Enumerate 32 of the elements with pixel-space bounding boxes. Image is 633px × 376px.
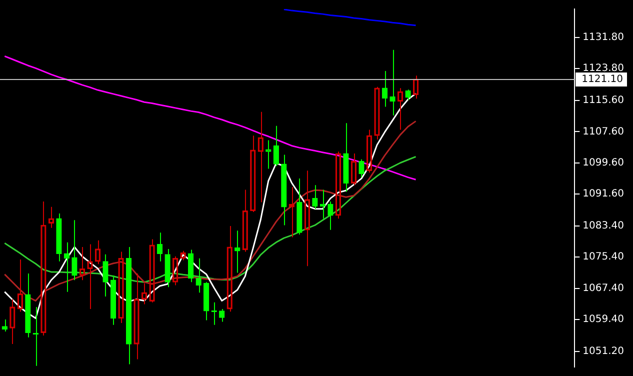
candlestick xyxy=(390,49,396,116)
candlestick xyxy=(56,213,62,262)
candlestick xyxy=(343,122,349,192)
y-tick-label: 1091.60 xyxy=(582,188,624,200)
candlestick xyxy=(72,220,78,281)
candlestick xyxy=(296,178,302,236)
candlestick xyxy=(196,258,202,294)
candlestick xyxy=(25,273,31,338)
y-tick-label: 1107.60 xyxy=(582,126,624,138)
y-tick-label: 1099.60 xyxy=(582,157,624,168)
ref-line-label: 1121.10 xyxy=(582,74,624,86)
candlestick xyxy=(281,154,287,226)
candlestick xyxy=(2,318,8,332)
candlestick xyxy=(358,158,364,178)
y-tick-label: 1059.40 xyxy=(582,314,624,326)
candlestick xyxy=(273,125,279,166)
candlestick xyxy=(188,249,194,283)
y-tick-label: 1123.80 xyxy=(582,63,624,74)
candlestick xyxy=(102,254,108,297)
y-tick-label: 1131.80 xyxy=(582,32,624,44)
y-tick-label: 1051.20 xyxy=(582,346,624,358)
candlestick xyxy=(110,274,116,326)
candlestick xyxy=(382,70,388,108)
candlestick xyxy=(204,282,210,321)
candlestick xyxy=(156,232,163,262)
y-tick-label: 1075.40 xyxy=(582,252,624,263)
candlestick xyxy=(328,200,334,230)
y-tick-label: 1115.60 xyxy=(582,95,624,106)
candlestick xyxy=(126,246,132,365)
candlestick xyxy=(164,248,170,288)
y-tick-label: 1067.40 xyxy=(582,282,624,294)
y-tick-label: 1083.40 xyxy=(582,220,624,232)
